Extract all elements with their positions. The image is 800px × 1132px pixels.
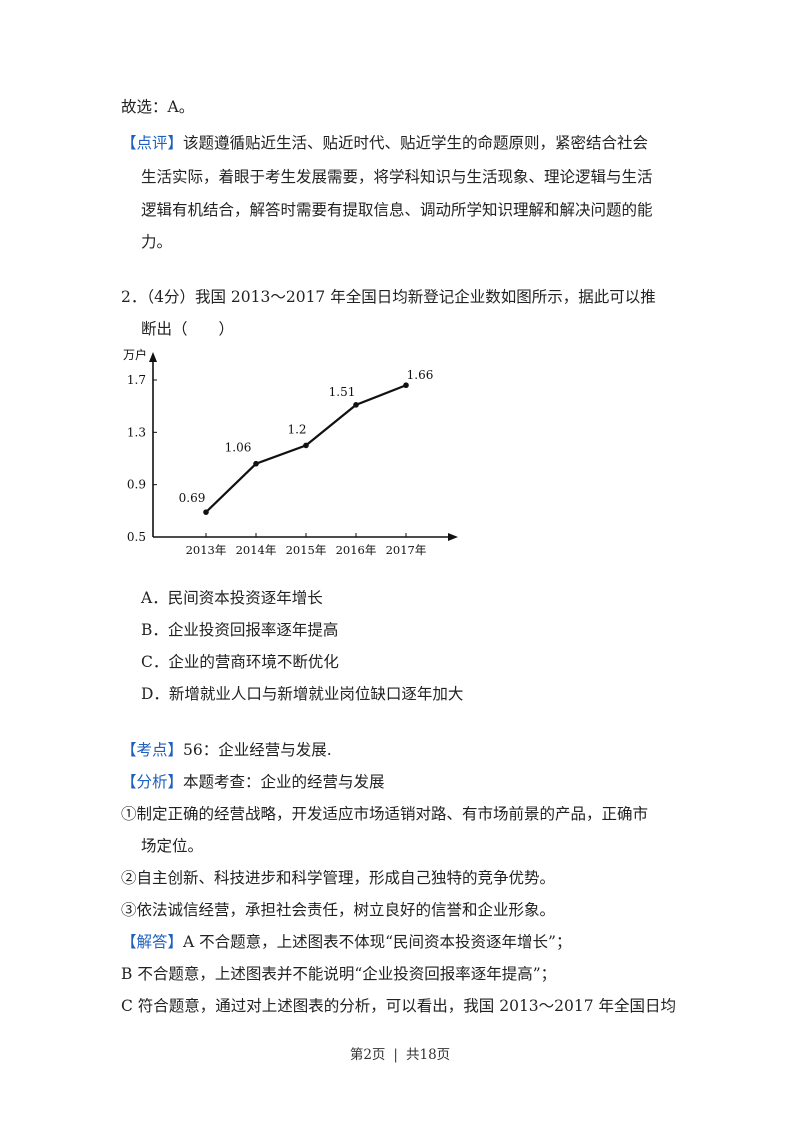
point-1: ①制定正确的经营战略，开发适应市场适销对路、有市场前景的产品，正确市 [121,805,649,823]
y-axis-arrow [149,352,157,362]
question-stem-1: 2．（4分）我国 2013～2017 年全国日均新登记企业数如图所示，据此可以推 [121,288,656,306]
data-point [253,460,259,467]
line-chart: 万户 0.5 0.9 1.3 1.7 2013年 2014年 2015年 2016年 2017年… [123,347,458,557]
point-1-cont: 场定位。 [141,837,204,855]
jieda-line-1: 【解答】A 不合题意，上述图表不体现“民间资本投资逐年增长”； [121,932,572,952]
option-c: C．企业的营商环境不断优化 [141,653,339,671]
fenxi-tag: 【分析】 [121,773,184,791]
comment-tag: 【点评】 [121,134,184,152]
kaodian-line: 【考点】56：企业经营与发展. [121,740,332,760]
question-stem-2: 断出（ ） [141,320,235,338]
comment-line-3: 逻辑有机结合，解答时需要有提取信息、调动所学知识理解和解决问题的能 [141,201,653,219]
y-tick-label: 0.9 [127,478,146,492]
chart-ticks: 0.5 0.9 1.3 1.7 2013年 2014年 2015年 2016年 2017年 [127,373,426,557]
data-label: 1.66 [407,368,434,382]
y-tick-label: 1.3 [127,425,146,439]
comment-line-1: 【点评】该题遵循贴近生活、贴近时代、贴近学生的命题原则，紧密结合社会 [121,133,648,153]
data-label: 1.2 [287,422,306,436]
y-tick-label: 1.7 [127,373,146,387]
x-axis-arrow [448,533,458,541]
data-point [403,382,409,389]
option-b: B．企业投资回报率逐年提高 [141,621,339,639]
kaodian-tag: 【考点】 [121,741,184,759]
data-label: 1.06 [225,441,252,455]
y-axis-label: 万户 [123,347,147,362]
x-tick-label: 2017年 [386,543,427,557]
page-total: 共18页 [405,1047,451,1063]
x-tick-label: 2016年 [336,543,377,557]
page-number: 第2页 [349,1047,386,1063]
fenxi-text: 本题考查：企业的经营与发展 [183,773,385,791]
y-tick-label: 0.5 [127,530,146,544]
jieda-line-3: C 符合题意，通过对上述图表的分析，可以看出，我国 2013～2017 年全国日… [121,997,677,1015]
comment-line-4: 力。 [141,233,173,251]
answer-line: 故选：A。 [121,98,195,116]
comment-text-1: 该题遵循贴近生活、贴近时代、贴近学生的命题原则，紧密结合社会 [183,134,649,152]
jieda-line-2: B 不合题意，上述图表并不能说明“企业投资回报率逐年提高”； [121,965,557,983]
data-point [303,442,309,449]
kaodian-text: 56：企业经营与发展. [183,741,332,759]
option-a: A．民间资本投资逐年增长 [141,589,323,607]
jieda-text-1: A 不合题意，上述图表不体现“民间资本投资逐年增长”； [183,933,572,951]
point-2: ②自主创新、科技进步和科学管理，形成自己独特的竞争优势。 [121,869,556,887]
x-tick-label: 2014年 [236,543,277,557]
footer-separator: | [393,1047,398,1063]
fenxi-line: 【分析】本题考查：企业的经营与发展 [121,772,385,792]
x-tick-label: 2013年 [186,543,227,557]
data-point [353,402,359,408]
point-3: ③依法诚信经营，承担社会责任，树立良好的信誉和企业形象。 [121,901,556,919]
page-footer: 第2页 | 共18页 [0,1043,800,1063]
data-point [203,509,209,515]
chart-axes: 万户 [123,347,458,541]
data-label: 0.69 [179,491,206,505]
jieda-tag: 【解答】 [121,933,184,951]
x-tick-label: 2015年 [286,543,327,557]
chart-series: 0.69 1.06 1.2 1.51 1.66 [179,368,434,515]
option-d: D．新增就业人口与新增就业岗位缺口逐年加大 [141,685,464,703]
comment-line-2: 生活实际，着眼于考生发展需要，将学科知识与生活现象、理论逻辑与生活 [141,168,653,186]
data-label: 1.51 [329,385,356,399]
